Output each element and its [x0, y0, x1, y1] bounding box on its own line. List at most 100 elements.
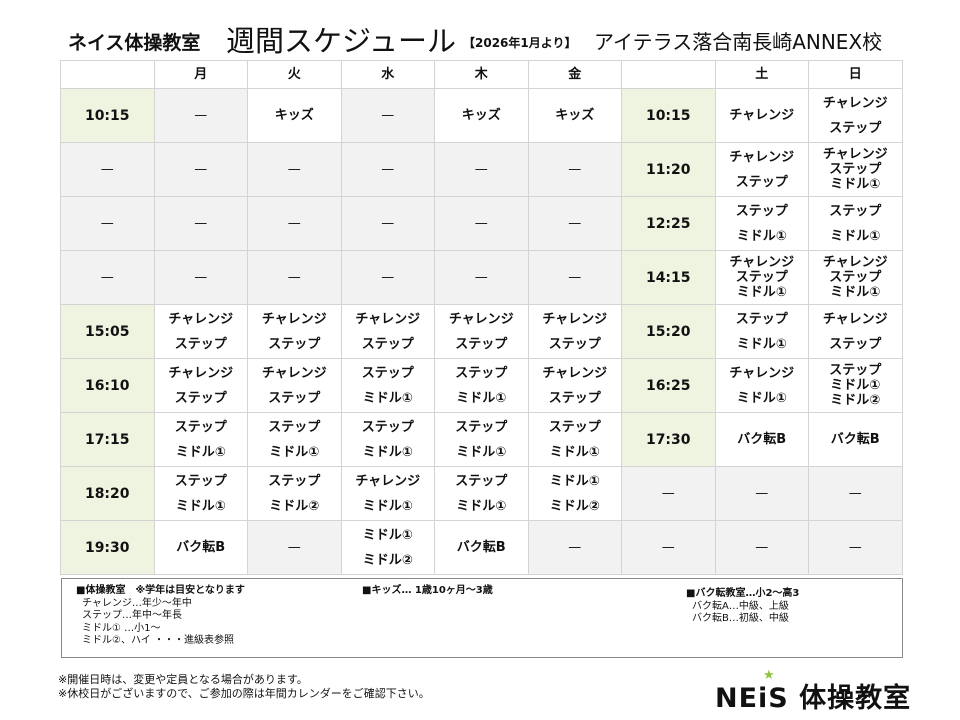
class-cell: バク転B: [153, 520, 248, 575]
time-cell: 10:15: [60, 88, 155, 143]
class-name: —: [287, 540, 301, 555]
time-cell: 12:25: [621, 196, 716, 251]
class-name: ミドル①: [456, 444, 507, 460]
time-cell: 16:10: [60, 358, 155, 413]
class-name: ミドル①: [830, 228, 881, 244]
class-cell: キッズ: [527, 88, 622, 143]
class-name: ミドル①: [362, 444, 413, 460]
class-name: チャレンジ: [448, 311, 514, 327]
class-name: チャレンジ: [729, 108, 795, 123]
empty-cell: —: [340, 142, 435, 197]
time-cell: 18:20: [60, 466, 155, 521]
class-name: —: [474, 270, 488, 285]
class-name: —: [474, 162, 488, 177]
class-name: —: [194, 108, 208, 123]
legend-line: ■バク転教室…小2～高3: [686, 588, 800, 599]
class-name: チャレンジ: [542, 311, 608, 327]
class-name: —: [381, 270, 395, 285]
class-name: ミドル①: [362, 527, 413, 543]
legend-line: バク転A…中級、上級: [692, 600, 789, 612]
class-name: ステップ: [174, 419, 227, 435]
school-name: アイテラス落合南長崎ANNEX校: [594, 30, 883, 54]
class-cell: ミドル① ミドル②: [340, 520, 435, 575]
class-cell: ステップ ミドル①: [527, 412, 622, 467]
class-cell: チャレンジ ステップ: [247, 358, 342, 413]
legend-line: ミドル① …小1～: [82, 622, 161, 634]
page-title: 週間スケジュール: [226, 24, 456, 58]
class-cell: ステップ ミドル①: [153, 466, 248, 521]
class-cell: ステップ ミドル①: [247, 412, 342, 467]
time-cell: 11:20: [621, 142, 716, 197]
class-name: —: [568, 540, 582, 555]
column-header: 木: [434, 60, 529, 89]
class-cell: チャレンジ ミドル①: [714, 358, 809, 413]
class-cell: ステップ ミドル①: [434, 358, 529, 413]
class-name: キッズ: [555, 108, 595, 123]
class-name: —: [287, 216, 301, 231]
class-name: チャレンジ: [822, 255, 888, 270]
class-name: ステップ: [455, 473, 508, 489]
table-row: — — — — — —14:15 チャレンジ ステップ ミドル① チャレンジ ステップ ミドル①: [60, 250, 903, 305]
empty-cell: —: [340, 88, 435, 143]
class-name: チャレンジ: [355, 473, 421, 489]
class-cell: ステップ ミドル①: [340, 358, 435, 413]
class-cell: チャレンジ ステップ: [153, 358, 248, 413]
class-cell: バク転B: [808, 412, 903, 467]
empty-cell: —: [808, 520, 903, 575]
class-name: ステップ: [455, 419, 508, 435]
empty-cell: —: [527, 196, 622, 251]
class-cell: チャレンジ ステップ: [340, 304, 435, 359]
class-cell: チャレンジ ステップ: [808, 88, 903, 143]
time-cell: 19:30: [60, 520, 155, 575]
class-name: —: [194, 216, 208, 231]
class-name: ミドル②: [549, 498, 600, 514]
time-cell: —: [621, 466, 716, 521]
empty-cell: —: [153, 250, 248, 305]
class-name: チャレンジ: [168, 311, 234, 327]
time-cell: —: [60, 142, 155, 197]
class-name: —: [474, 216, 488, 231]
class-name: ステップ: [548, 336, 601, 352]
class-name: ミドル①: [736, 228, 787, 244]
empty-cell: —: [153, 142, 248, 197]
empty-cell: —: [247, 520, 342, 575]
class-name: —: [194, 270, 208, 285]
class-cell: ステップ ミドル①: [153, 412, 248, 467]
legend-line: バク転B…初級、中級: [692, 613, 789, 624]
class-name: ステップ: [829, 363, 882, 378]
class-cell: チャレンジ ステップ: [527, 358, 622, 413]
empty-cell: —: [247, 142, 342, 197]
note: ※休校日がございますので、ご参加の際は年間カレンダーをご確認下さい。: [58, 687, 430, 700]
class-name: チャレンジ: [261, 365, 327, 381]
class-name: キッズ: [461, 108, 501, 123]
empty-cell: —: [527, 520, 622, 575]
class-name: ステップ: [829, 203, 882, 219]
time-cell: 10:15: [621, 88, 716, 143]
empty-cell: —: [340, 196, 435, 251]
class-cell: ミドル① ミドル②: [527, 466, 622, 521]
class-name: チャレンジ: [822, 95, 888, 111]
class-name: ステップ: [829, 336, 882, 352]
class-name: バク転B: [456, 540, 506, 555]
class-name: ステップ: [361, 336, 414, 352]
class-name: —: [194, 162, 208, 177]
class-name: —: [568, 162, 582, 177]
time-cell: 15:20: [621, 304, 716, 359]
class-name: ステップ: [735, 270, 788, 285]
class-name: バク転B: [737, 432, 787, 447]
star-icon: ★: [763, 668, 776, 683]
class-name: キッズ: [274, 108, 314, 123]
schedule-table: 月火水木金土日 10:15— キッズ — キッズ キッズ 10:15 チャレンジ チャレンジス…: [60, 60, 903, 575]
empty-cell: —: [714, 520, 809, 575]
class-name: ステップ: [829, 120, 882, 136]
notes: ※開催日時は、変更や定員となる場合があります。 ※休校日がございますので、ご参加…: [58, 673, 430, 701]
class-name: チャレンジ: [355, 311, 421, 327]
legend-line: チャレンジ…年少～年中: [82, 597, 192, 609]
column-header: 月: [153, 60, 248, 89]
table-row: 19:30 バク転B — ミドル① ミドル② バク転B — — — —: [60, 520, 903, 575]
empty-cell: —: [527, 250, 622, 305]
class-name: ミドル①: [736, 285, 787, 300]
class-cell: チャレンジ ステップ: [434, 304, 529, 359]
neis-logo: ★ NEiS 体操教室: [715, 668, 911, 715]
class-name: ステップ: [268, 473, 321, 489]
